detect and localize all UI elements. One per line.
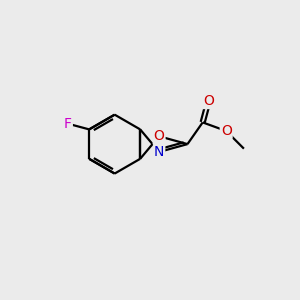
Text: N: N: [154, 145, 164, 159]
Text: O: O: [203, 94, 214, 108]
Text: O: O: [154, 129, 164, 143]
Text: F: F: [64, 117, 72, 131]
Text: O: O: [221, 124, 232, 138]
